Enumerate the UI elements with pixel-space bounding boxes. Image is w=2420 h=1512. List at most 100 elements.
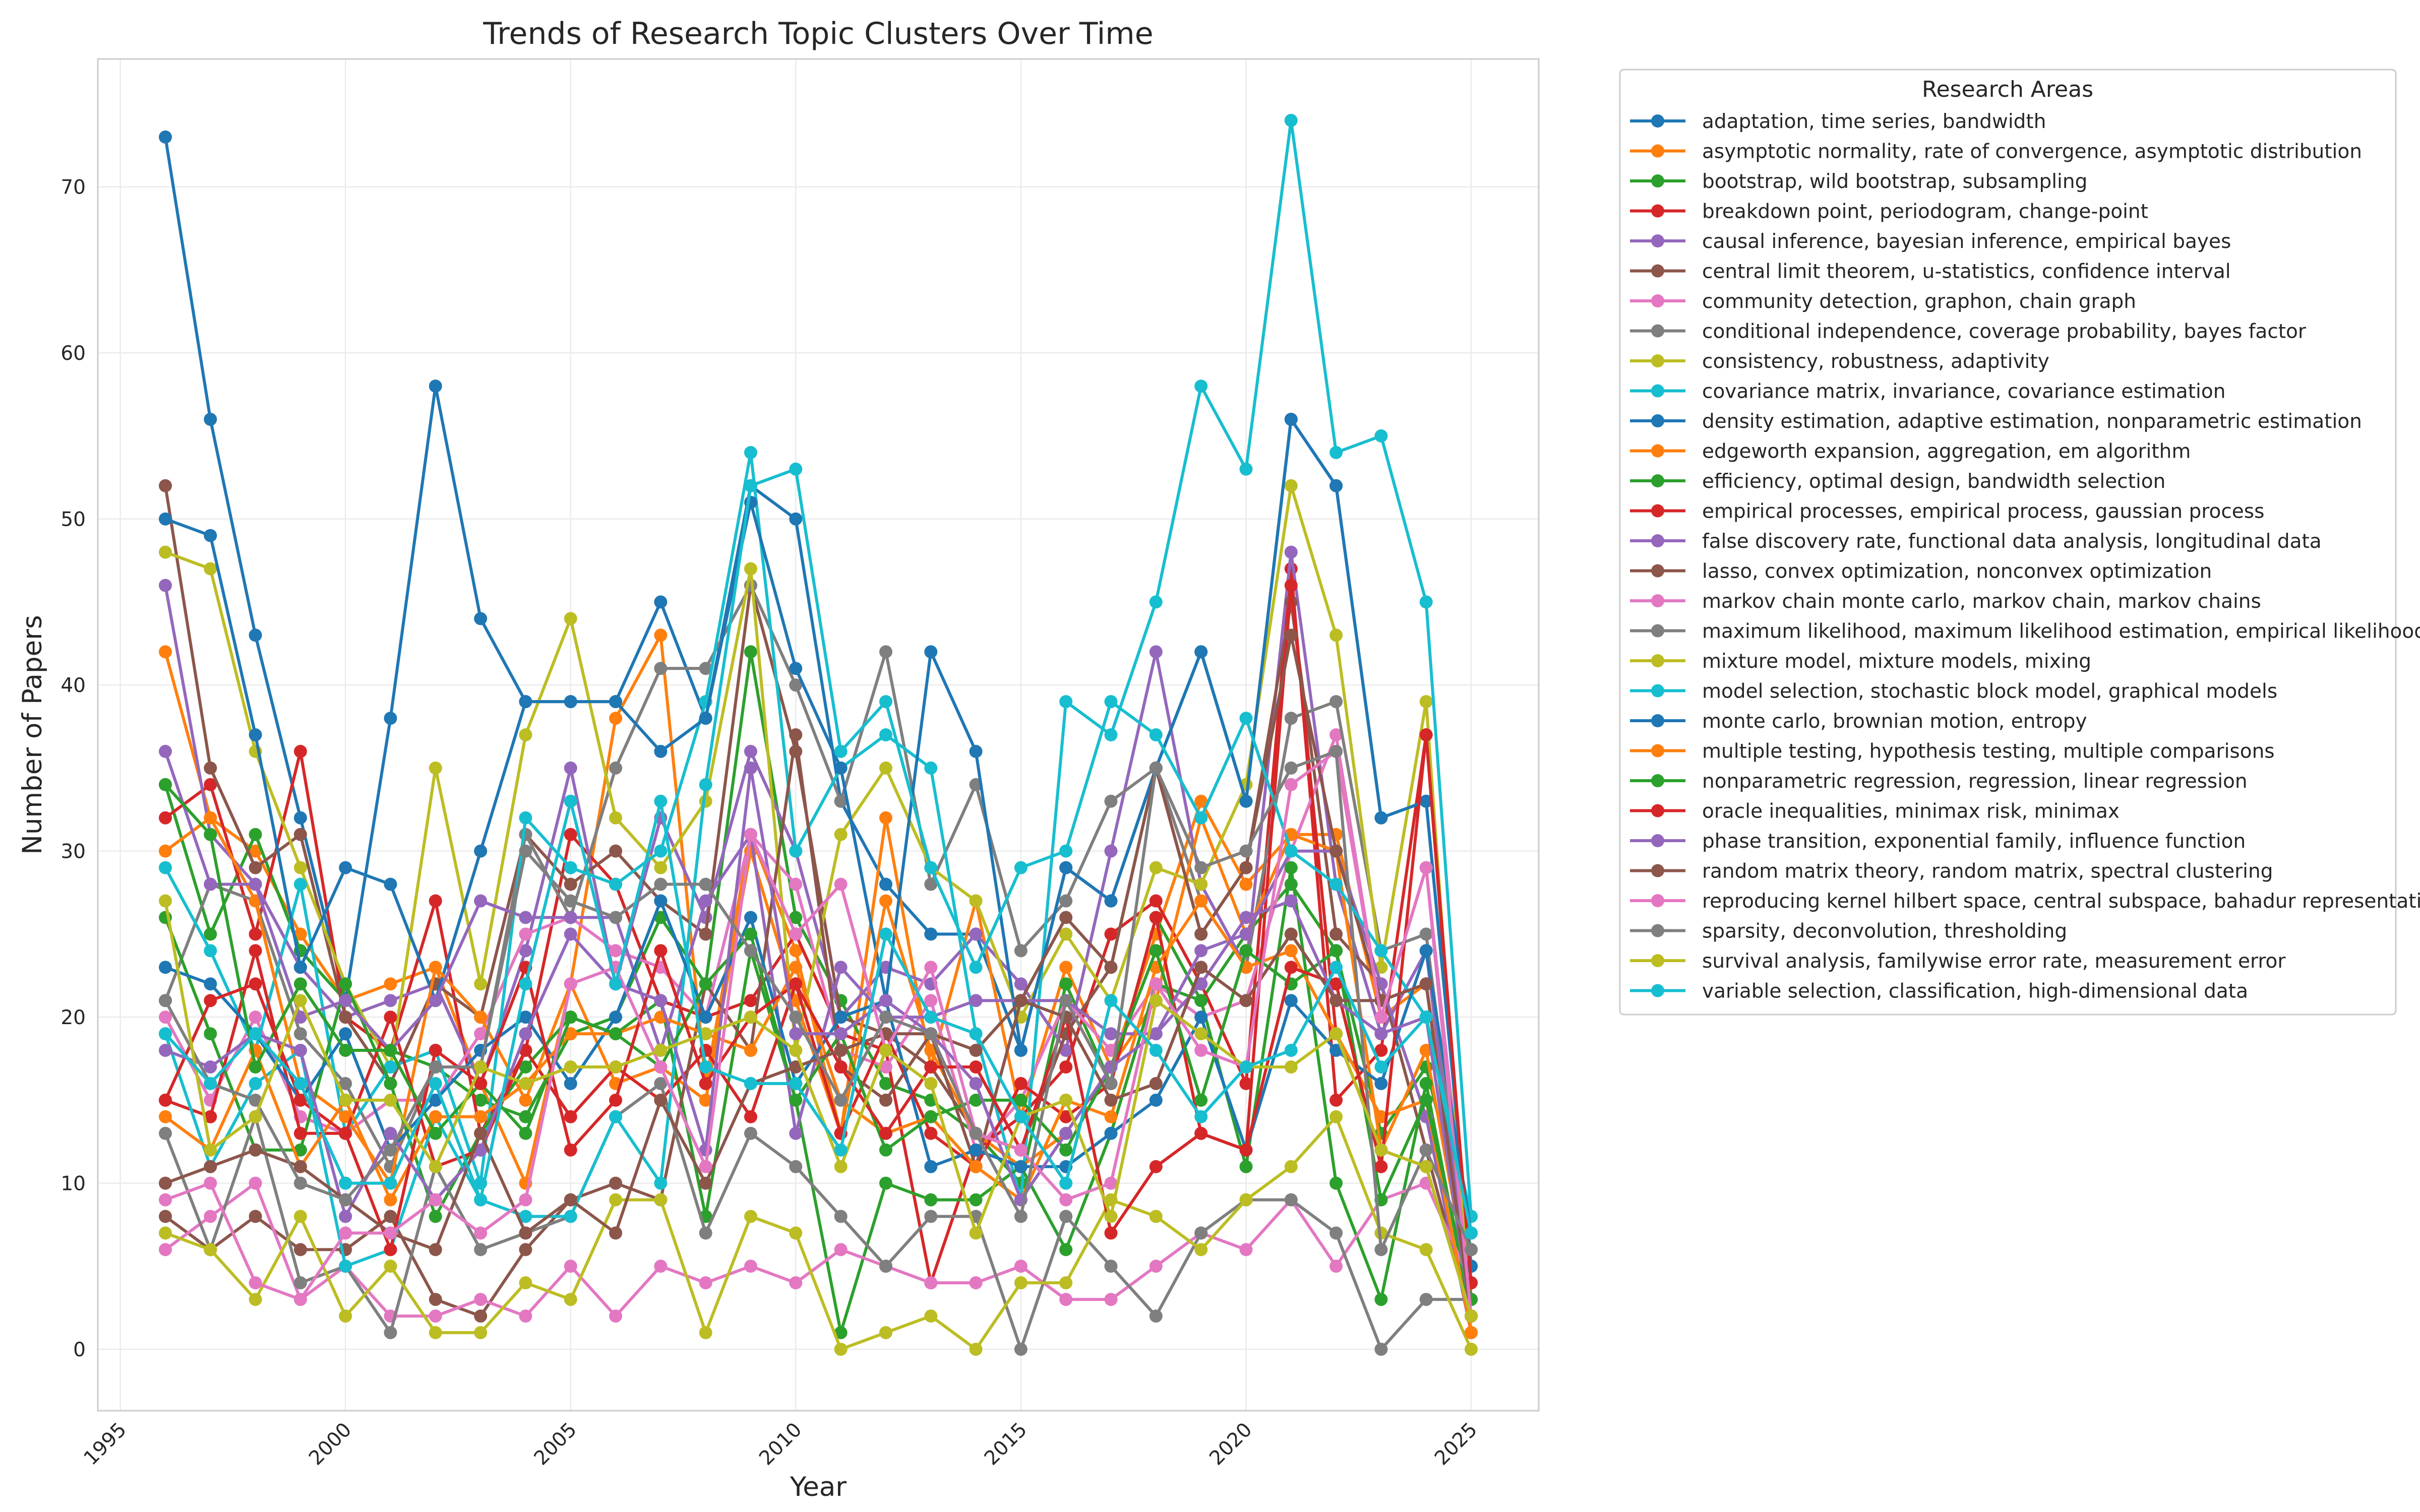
data-point <box>1149 645 1163 659</box>
data-point <box>384 1143 397 1157</box>
data-point <box>1104 1027 1118 1041</box>
data-point <box>1194 794 1208 808</box>
data-point <box>1329 479 1343 492</box>
data-point <box>293 977 307 991</box>
series-line <box>164 467 1473 1268</box>
data-point <box>1194 1110 1208 1123</box>
data-point <box>564 894 577 908</box>
data-point <box>1374 1293 1388 1306</box>
data-point <box>1374 1011 1388 1024</box>
legend-marker <box>1651 144 1664 158</box>
data-point <box>1374 1343 1388 1356</box>
data-point <box>339 977 352 991</box>
data-point <box>384 1044 397 1057</box>
data-point <box>519 1276 532 1290</box>
data-point <box>1194 944 1208 958</box>
data-point <box>744 994 757 1007</box>
legend-marker <box>1651 564 1664 578</box>
data-point <box>1194 977 1208 991</box>
data-point <box>1465 1243 1478 1256</box>
data-point <box>1284 844 1298 858</box>
data-point <box>1104 1077 1118 1090</box>
legend-item: random matrix theory, random matrix, spe… <box>1630 860 2273 883</box>
data-point <box>654 744 668 758</box>
data-point <box>1329 844 1343 858</box>
data-point <box>924 1011 938 1024</box>
data-point <box>519 1077 532 1090</box>
data-point <box>969 1060 983 1074</box>
data-point <box>1059 977 1073 991</box>
data-point <box>834 744 848 758</box>
series-line <box>164 1181 1473 1318</box>
data-point <box>204 1176 217 1190</box>
data-point <box>1284 944 1298 958</box>
data-point <box>834 1343 848 1356</box>
data-point <box>159 1093 172 1107</box>
data-point <box>384 1226 397 1240</box>
data-point <box>1465 1226 1478 1240</box>
data-point <box>204 1210 217 1223</box>
data-point <box>564 1293 577 1306</box>
data-point <box>384 977 397 991</box>
legend-label: lasso, convex optimization, nonconvex op… <box>1702 560 2212 583</box>
data-point <box>879 695 892 709</box>
data-point <box>204 877 217 891</box>
data-point <box>159 778 172 791</box>
data-point <box>1059 927 1073 941</box>
data-point <box>564 1110 577 1123</box>
legend-label: breakdown point, periodogram, change-poi… <box>1702 201 2148 223</box>
data-point <box>609 695 623 709</box>
data-point <box>249 861 262 874</box>
data-point <box>293 1027 307 1041</box>
data-point <box>924 994 938 1007</box>
data-point <box>1014 1044 1027 1057</box>
data-point <box>293 1126 307 1140</box>
data-point <box>1329 446 1343 459</box>
data-point <box>204 828 217 841</box>
data-point <box>293 1044 307 1057</box>
legend-marker <box>1651 834 1664 847</box>
data-point <box>1329 628 1343 642</box>
data-point <box>879 728 892 741</box>
legend-label: bootstrap, wild bootstrap, subsampling <box>1702 170 2087 193</box>
data-point <box>1014 1093 1027 1107</box>
legend-item: mixture model, mixture models, mixing <box>1630 650 2091 673</box>
data-point <box>384 1176 397 1190</box>
legend-item: breakdown point, periodogram, change-poi… <box>1630 201 2148 223</box>
data-point <box>1329 994 1343 1007</box>
data-point <box>1329 695 1343 709</box>
series-layer <box>159 113 1478 1356</box>
data-point <box>1104 1126 1118 1140</box>
legend-item: reproducing kernel hilbert space, centra… <box>1630 890 2420 913</box>
data-point <box>339 861 352 874</box>
y-tick-label: 0 <box>73 1339 86 1361</box>
data-point <box>1284 994 1298 1007</box>
data-point <box>1284 1044 1298 1057</box>
data-point <box>293 1160 307 1173</box>
data-point <box>159 512 172 526</box>
legend-item: markov chain monte carlo, markov chain, … <box>1630 590 2261 613</box>
data-point <box>1194 861 1208 874</box>
data-point <box>159 130 172 144</box>
data-point <box>204 977 217 991</box>
data-point <box>249 944 262 958</box>
data-point <box>204 761 217 775</box>
data-point <box>699 977 712 991</box>
data-point <box>834 1160 848 1173</box>
data-point <box>293 1293 307 1306</box>
data-point <box>1059 894 1073 908</box>
data-point <box>429 1060 442 1074</box>
y-tick-label: 50 <box>60 509 86 531</box>
data-point <box>1374 1110 1388 1123</box>
data-point <box>744 1077 757 1090</box>
data-point <box>159 479 172 492</box>
data-point <box>204 1110 217 1123</box>
data-point <box>474 894 488 908</box>
legend-label: consistency, robustness, adaptivity <box>1702 350 2049 373</box>
data-point <box>293 1210 307 1223</box>
data-point <box>1149 911 1163 924</box>
data-point <box>924 1027 938 1041</box>
data-point <box>1104 844 1118 858</box>
data-point <box>1329 877 1343 891</box>
series-line <box>164 766 1473 1318</box>
